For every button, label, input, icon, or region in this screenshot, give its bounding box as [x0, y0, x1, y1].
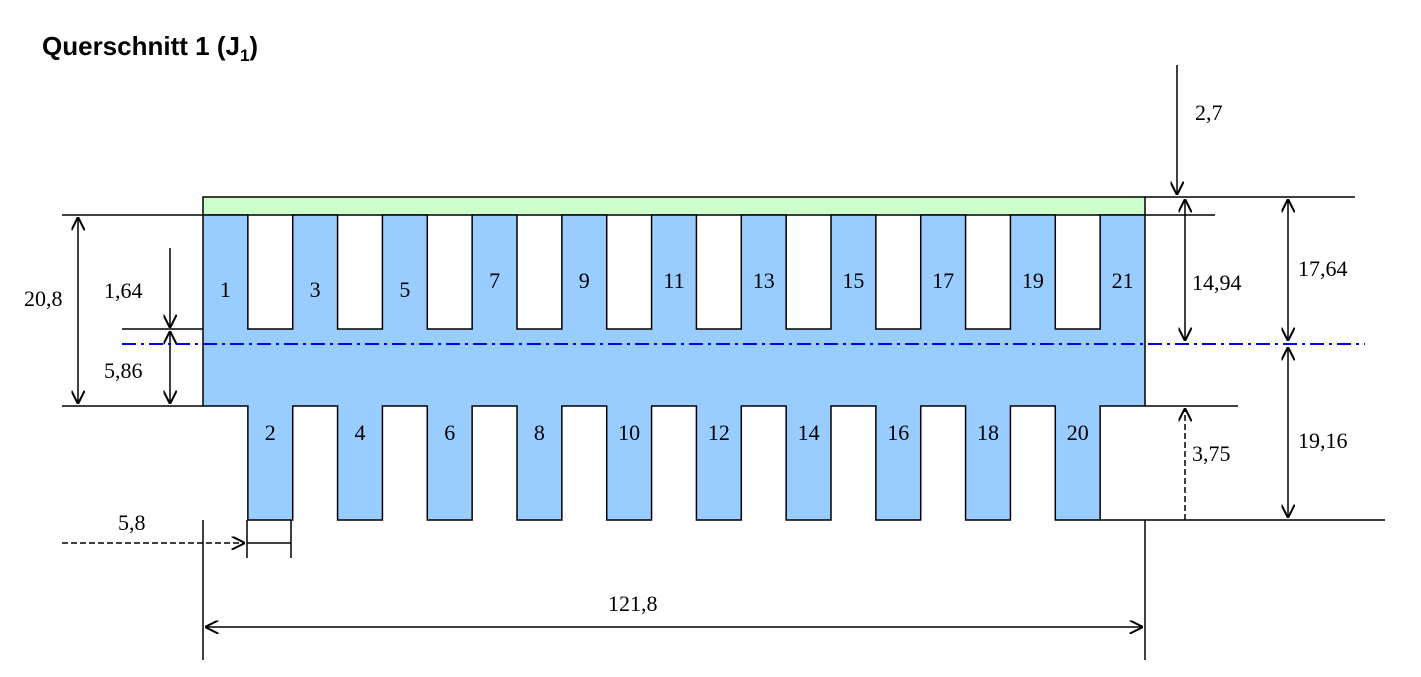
dimension-label: 3,75	[1192, 441, 1231, 466]
dimension-label: 2,7	[1195, 100, 1223, 125]
bar-label: 1	[220, 277, 231, 302]
bar-label: 19	[1022, 268, 1044, 293]
bar-label: 16	[887, 420, 909, 445]
bar-label: 4	[355, 420, 366, 445]
bar-label: 11	[663, 268, 684, 293]
dimension-label: 14,94	[1192, 270, 1242, 295]
bar-label: 3	[310, 277, 321, 302]
dimension-label: 1,64	[104, 278, 143, 303]
bar-label: 13	[753, 268, 775, 293]
bar-label: 9	[579, 268, 590, 293]
bar-label: 10	[618, 420, 640, 445]
dimension-label: 121,8	[608, 591, 658, 616]
dimension-label: 5,86	[104, 358, 143, 383]
top-plate	[202, 196, 1146, 216]
bar-label: 21	[1112, 268, 1134, 293]
bar-label: 15	[842, 268, 864, 293]
bar-label: 18	[977, 420, 999, 445]
dimension-label: 17,64	[1298, 256, 1348, 281]
dimension-label: 5,8	[118, 510, 146, 535]
dimension-label: 19,16	[1298, 428, 1348, 453]
title-text: Querschnitt 1 (J	[42, 31, 240, 61]
bar-label: 14	[798, 420, 820, 445]
bar-label: 12	[708, 420, 730, 445]
dimension-label: 20,8	[24, 286, 63, 311]
bar-label: 2	[265, 420, 276, 445]
bar-label: 7	[489, 268, 500, 293]
title: Querschnitt 1 (J1)	[42, 31, 258, 65]
bar-label: 20	[1067, 420, 1089, 445]
bar-label: 8	[534, 420, 545, 445]
bar-label: 6	[444, 420, 455, 445]
title-suffix: )	[249, 31, 258, 61]
bar-label: 17	[932, 268, 954, 293]
title-subscript: 1	[240, 46, 249, 65]
bar-label: 5	[399, 277, 410, 302]
